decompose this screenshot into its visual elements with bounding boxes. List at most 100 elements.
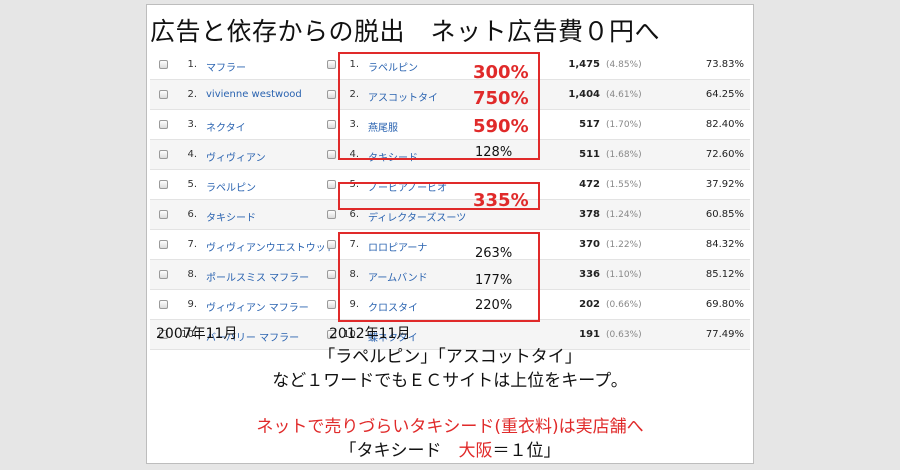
- row-separator: [150, 289, 750, 290]
- row-separator: [150, 229, 750, 230]
- row-checkbox[interactable]: [159, 240, 168, 249]
- table-row: 6. タキシード 6. ディレクターズスーツ 378 (1.24%) 60.85%: [150, 200, 750, 230]
- keyword-link[interactable]: アスコットタイ: [368, 93, 438, 104]
- table-row: 7. ヴィヴィアンウエストウッド 7. ロロピアーナ 370 (1.22%) 84.32%: [150, 230, 750, 260]
- caption-line: 「タキシード 大阪＝１位」: [150, 436, 750, 461]
- visits-share: (1.55%): [606, 180, 642, 190]
- keyword-link[interactable]: ヴィヴィアン マフラー: [206, 303, 309, 314]
- keyword-link[interactable]: クロスタイ: [368, 303, 418, 314]
- keyword-link[interactable]: 燕尾服: [368, 123, 398, 134]
- row-separator: [150, 169, 750, 170]
- row-separator: [150, 139, 750, 140]
- row-checkbox[interactable]: [159, 90, 168, 99]
- visits-value: 370: [579, 239, 600, 250]
- slide-title: 広告と依存からの脱出 ネット広告費０円へ: [150, 17, 661, 46]
- row-separator: [150, 259, 750, 260]
- row-checkbox[interactable]: [327, 210, 336, 219]
- growth-label: 128%: [475, 145, 513, 160]
- growth-label: 263%: [475, 246, 513, 261]
- keyword-link[interactable]: ネクタイ: [206, 123, 246, 134]
- rate-value: 85.12%: [705, 269, 744, 280]
- rank-number: 6.: [187, 209, 197, 220]
- keyword-link[interactable]: ディレクターズスーツ: [368, 213, 467, 224]
- rank-number: 1.: [187, 59, 197, 70]
- row-checkbox[interactable]: [327, 330, 336, 339]
- row-checkbox[interactable]: [159, 210, 168, 219]
- row-checkbox[interactable]: [159, 330, 168, 339]
- caption-highlight: 大阪: [458, 441, 493, 461]
- keyword-link[interactable]: ラペルピン: [368, 63, 418, 74]
- visits-value: 336: [579, 269, 600, 280]
- growth-label: 220%: [475, 298, 513, 313]
- rank-number: 5.: [349, 179, 359, 190]
- row-checkbox[interactable]: [327, 90, 336, 99]
- rank-number: 2.: [349, 89, 359, 100]
- visits-share: (0.63%): [606, 330, 642, 340]
- table-row: 10. バーバリー マフラー 10. 蝶ネクタイ 191 (0.63%) 77.49%: [150, 320, 750, 350]
- growth-label: 335%: [473, 190, 529, 211]
- visits-value: 511: [579, 149, 600, 160]
- row-checkbox[interactable]: [159, 180, 168, 189]
- row-separator: [150, 319, 750, 320]
- row-checkbox[interactable]: [327, 180, 336, 189]
- visits-value: 378: [579, 209, 600, 220]
- visits-share: (1.24%): [606, 210, 642, 220]
- row-checkbox[interactable]: [327, 240, 336, 249]
- row-checkbox[interactable]: [327, 300, 336, 309]
- visits-value: 202: [579, 299, 600, 310]
- rank-number: 7.: [349, 239, 359, 250]
- table-row: 5. ラペルピン 5. ノービアノービオ 472 (1.55%) 37.92%: [150, 170, 750, 200]
- rank-number: 9.: [187, 299, 197, 310]
- keyword-link[interactable]: タキシード: [206, 213, 256, 224]
- growth-label: 590%: [473, 116, 529, 137]
- keyword-link[interactable]: ヴィヴィアン: [206, 153, 266, 164]
- caption-part: 「タキシード: [339, 441, 459, 461]
- keyword-link[interactable]: ヴィヴィアンウエストウッド: [206, 243, 336, 254]
- rank-number: 6.: [349, 209, 359, 220]
- row-checkbox[interactable]: [159, 150, 168, 159]
- visits-value: 472: [579, 179, 600, 190]
- visits-share: (1.68%): [606, 150, 642, 160]
- row-checkbox[interactable]: [327, 270, 336, 279]
- rate-value: 73.83%: [705, 59, 744, 70]
- growth-label: 177%: [475, 273, 513, 288]
- rate-value: 69.80%: [705, 299, 744, 310]
- row-checkbox[interactable]: [159, 120, 168, 129]
- table-row: 4. ヴィヴィアン 4. タキシード 511 (1.68%) 72.60%: [150, 140, 750, 170]
- caption-line: 「ラペルピン」「アスコットタイ」: [318, 347, 582, 367]
- rank-number: 10.: [343, 329, 359, 340]
- visits-share: (4.61%): [606, 90, 642, 100]
- visits-share: (1.10%): [606, 270, 642, 280]
- rank-number: 8.: [187, 269, 197, 280]
- keyword-link[interactable]: アームバンド: [368, 273, 428, 284]
- rate-value: 72.60%: [705, 149, 744, 160]
- caption-part: ＝１位」: [492, 441, 561, 461]
- row-checkbox[interactable]: [159, 60, 168, 69]
- keyword-link[interactable]: マフラー: [206, 63, 246, 74]
- keyword-link[interactable]: 蝶ネクタイ: [368, 333, 418, 344]
- highlight-box-top: [338, 52, 540, 160]
- visits-value: 1,404: [568, 89, 600, 100]
- keyword-link[interactable]: バーバリー マフラー: [206, 333, 300, 344]
- keyword-link[interactable]: ラペルピン: [206, 183, 256, 194]
- rate-value: 64.25%: [705, 89, 744, 100]
- row-checkbox[interactable]: [327, 60, 336, 69]
- keyword-link[interactable]: ポールスミス マフラー: [206, 273, 310, 284]
- rank-number: 4.: [349, 149, 359, 160]
- rank-number: 5.: [187, 179, 197, 190]
- visits-value: 517: [579, 119, 600, 130]
- caption-line-red: ネットで売りづらいタキシード(重衣料)は実店舗へ: [256, 417, 644, 437]
- row-separator: [150, 199, 750, 200]
- row-checkbox[interactable]: [159, 300, 168, 309]
- keyword-link[interactable]: ロロピアーナ: [368, 243, 428, 254]
- highlight-box-middle: [338, 182, 540, 210]
- rate-value: 77.49%: [705, 329, 744, 340]
- keyword-link[interactable]: vivienne westwood: [206, 89, 302, 100]
- rate-value: 84.32%: [705, 239, 744, 250]
- row-checkbox[interactable]: [327, 150, 336, 159]
- keyword-link[interactable]: ノービアノービオ: [368, 183, 448, 194]
- growth-label: 750%: [473, 88, 529, 109]
- row-checkbox[interactable]: [327, 120, 336, 129]
- row-checkbox[interactable]: [159, 270, 168, 279]
- rate-value: 60.85%: [705, 209, 744, 220]
